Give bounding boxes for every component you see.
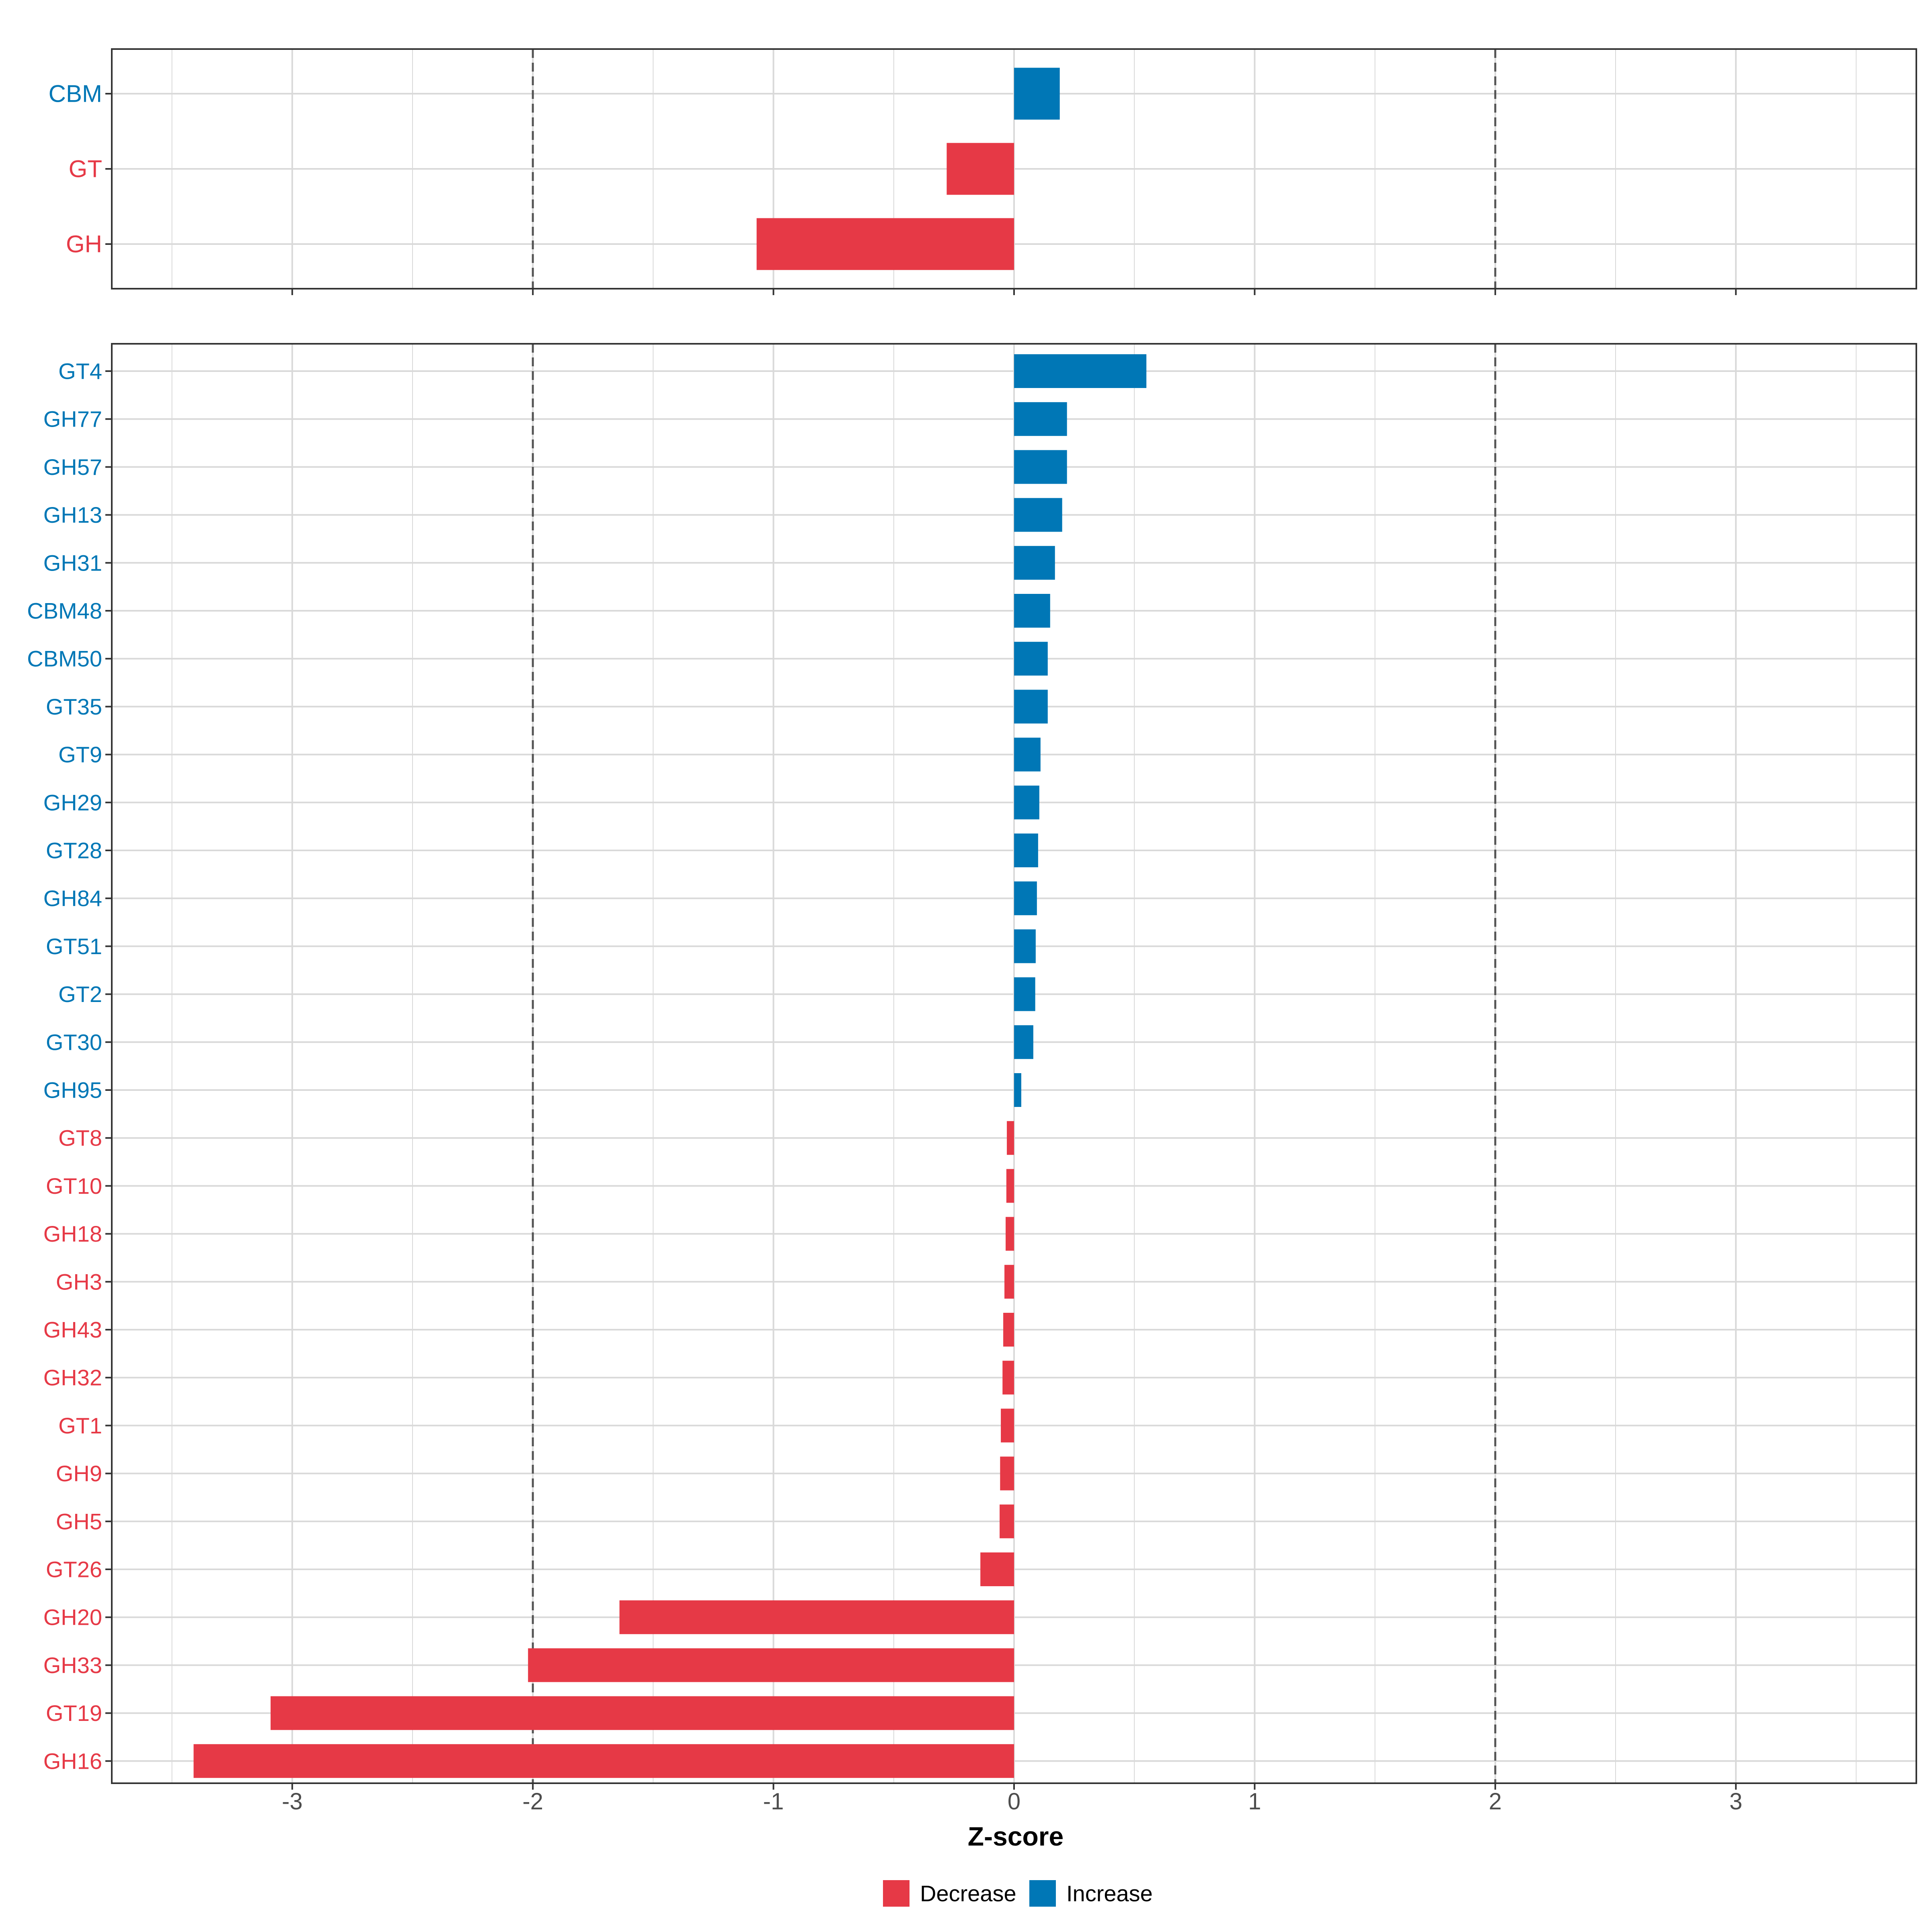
x-tick-label: 3 xyxy=(1729,1788,1742,1815)
x-tick-label: -1 xyxy=(763,1788,784,1815)
x-axis: -3 -2 -1 0 1 2 3 xyxy=(282,1788,1742,1815)
bar-gh20 xyxy=(619,1600,1014,1634)
category-label-gt1: GT1 xyxy=(58,1413,102,1438)
bar-gh5 xyxy=(1000,1504,1014,1538)
bar-gh9 xyxy=(1000,1456,1014,1491)
category-label-gh32: GH32 xyxy=(43,1365,102,1390)
x-tick-label: -2 xyxy=(522,1788,543,1815)
category-label-gh20: GH20 xyxy=(43,1605,102,1630)
category-label-gh3: GH3 xyxy=(56,1269,102,1294)
bar-gh43 xyxy=(1003,1313,1014,1347)
bar-gh29 xyxy=(1014,785,1039,819)
category-label-cbm50: CBM50 xyxy=(27,646,102,671)
bar-gh33 xyxy=(528,1648,1014,1682)
category-label-gt8: GT8 xyxy=(58,1125,102,1151)
category-label-gt19: GT19 xyxy=(46,1700,102,1726)
legend-label-decrease: Decrease xyxy=(920,1881,1016,1906)
category-label-cbm48: CBM48 xyxy=(27,598,102,624)
category-label-gt28: GT28 xyxy=(46,838,102,863)
x-tick-label: 0 xyxy=(1008,1788,1020,1815)
bottom-panel: GT4 GH77 GH57 GH13 GH31 CBM48 CBM50 GT35 GT9 GH29… xyxy=(27,343,1917,1790)
bar-gh95 xyxy=(1014,1073,1021,1107)
legend-swatch-decrease xyxy=(883,1880,910,1907)
bar-gt30 xyxy=(1014,1025,1033,1059)
category-label-gh77: GH77 xyxy=(43,407,102,432)
bar-cbm xyxy=(1014,68,1060,120)
legend-swatch-increase xyxy=(1029,1880,1056,1907)
category-label-gt10: GT10 xyxy=(46,1173,102,1199)
bar-gh57 xyxy=(1014,450,1067,484)
bar-gt28 xyxy=(1014,834,1038,867)
category-label-gh29: GH29 xyxy=(43,790,102,815)
category-label-gt4: GT4 xyxy=(58,359,102,384)
category-label-gh57: GH57 xyxy=(43,454,102,480)
category-label-cbm: CBM xyxy=(49,80,102,107)
bar-gh32 xyxy=(1002,1361,1014,1395)
category-label-gt35: GT35 xyxy=(46,694,102,719)
category-label-gt26: GT26 xyxy=(46,1557,102,1582)
category-label-gh31: GH31 xyxy=(43,550,102,575)
bar-cbm48 xyxy=(1014,594,1050,628)
legend: Decrease Increase xyxy=(883,1880,1153,1907)
x-tick-label: 2 xyxy=(1489,1788,1502,1815)
bar-gh3 xyxy=(1004,1265,1014,1299)
x-tick-label: -3 xyxy=(282,1788,303,1815)
bar-gt8 xyxy=(1007,1121,1014,1155)
bar-gh13 xyxy=(1014,498,1062,532)
category-label-gh84: GH84 xyxy=(43,886,102,911)
bar-gh xyxy=(756,218,1014,270)
category-label-gt30: GT30 xyxy=(46,1029,102,1055)
x-axis-label: Z-score xyxy=(968,1821,1064,1851)
category-label-gt9: GT9 xyxy=(58,742,102,767)
bar-gt10 xyxy=(1006,1169,1014,1203)
top-panel: CBM GT GH xyxy=(49,48,1917,295)
category-label-gh33: GH33 xyxy=(43,1653,102,1678)
bar-gt9 xyxy=(1014,737,1041,772)
category-label-gh9: GH9 xyxy=(56,1461,102,1486)
bar-gt51 xyxy=(1014,929,1036,963)
bar-gt1 xyxy=(1001,1408,1014,1443)
category-label-gh43: GH43 xyxy=(43,1317,102,1343)
category-label-gh18: GH18 xyxy=(43,1221,102,1246)
category-label-gh: GH xyxy=(66,231,102,258)
category-label-gh13: GH13 xyxy=(43,502,102,528)
category-label-gh16: GH16 xyxy=(43,1748,102,1774)
x-tick-label: 1 xyxy=(1248,1788,1261,1815)
bar-gh77 xyxy=(1014,402,1067,436)
bar-gt19 xyxy=(270,1696,1014,1730)
category-label-gt51: GT51 xyxy=(46,934,102,959)
bar-gt26 xyxy=(980,1552,1014,1586)
category-label-gh95: GH95 xyxy=(43,1078,102,1103)
bar-gt35 xyxy=(1014,690,1048,724)
bar-gt xyxy=(947,143,1014,195)
bar-gt2 xyxy=(1014,977,1035,1011)
bar-gh18 xyxy=(1006,1217,1014,1251)
bar-cbm50 xyxy=(1014,642,1048,676)
category-label-gt: GT xyxy=(69,156,102,183)
bar-gh84 xyxy=(1014,881,1037,916)
bar-gh31 xyxy=(1014,546,1055,580)
bar-gt4 xyxy=(1014,354,1147,388)
bar-gh16 xyxy=(193,1744,1014,1778)
category-label-gt2: GT2 xyxy=(58,981,102,1007)
legend-label-increase: Increase xyxy=(1066,1881,1153,1906)
category-label-gh5: GH5 xyxy=(56,1509,102,1534)
